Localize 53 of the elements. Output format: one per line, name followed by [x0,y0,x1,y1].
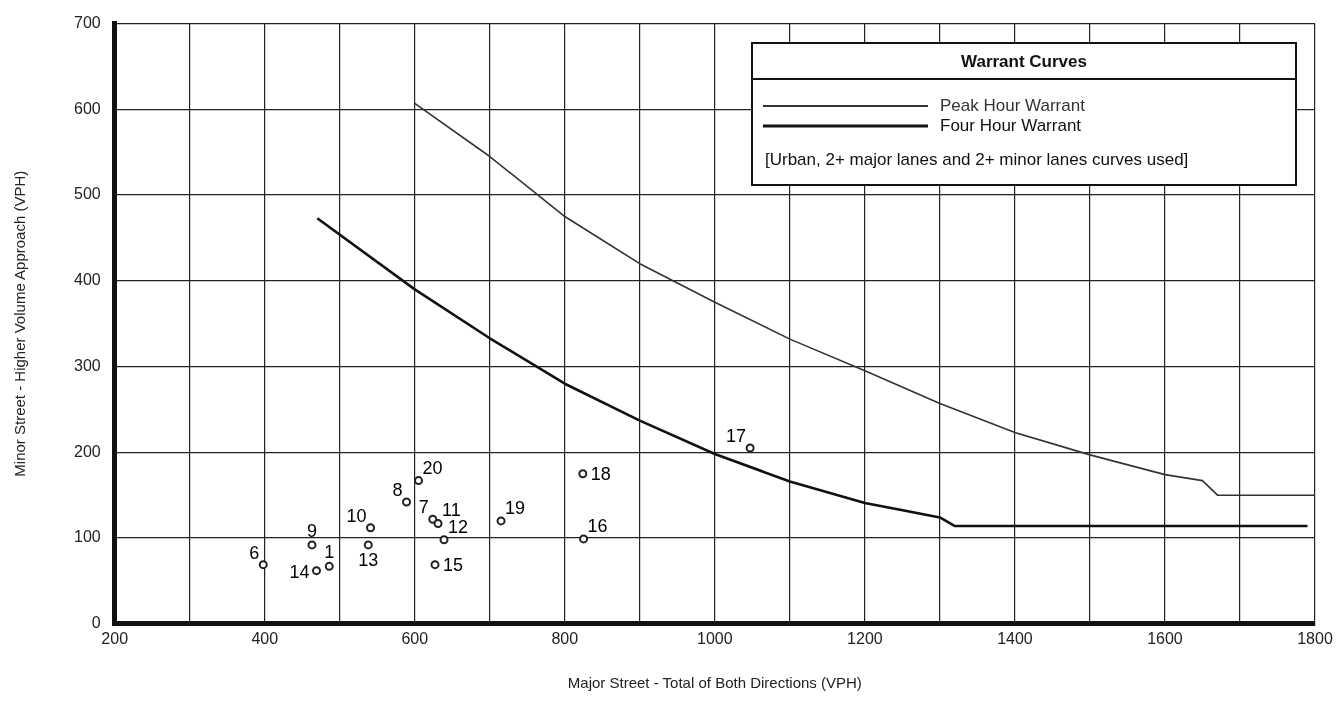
point [745,443,755,453]
annotation: 13 [357,549,380,570]
annotation: 14 [288,561,311,582]
x-tick-label: 1600 [1147,629,1183,647]
y-tick-label: 500 [73,185,101,203]
annotation: 6 [248,542,261,563]
point [578,469,588,479]
text: Four Hour Warrant [940,116,1082,135]
y-tick-label: 0 [91,614,101,632]
x-tick-label: 800 [551,629,579,647]
annotation: 16 [586,515,609,536]
y-tick-label: 300 [73,356,101,374]
point [439,535,449,545]
point [433,518,443,528]
annotation: 7 [417,497,430,518]
y-axis-title: Minor Street - Higher Volume Approach (VPH) [11,170,29,477]
y-tick-label: 400 [73,271,101,289]
point [414,476,424,486]
x-tick-label: 1000 [697,629,733,647]
text: Peak Hour Warrant [940,96,1085,115]
annotation: 1 [323,542,336,563]
y-tick-label: 700 [73,14,101,32]
x-axis-title: Major Street - Total of Both Directions (VPH) [567,674,862,692]
point [402,497,412,507]
annotation: 18 [589,463,612,484]
annotation: 15 [442,554,465,575]
x-tick-label: 600 [401,629,429,647]
x-tick-label: 200 [101,629,129,647]
legend-title: Warrant Curves [960,51,1088,73]
y-tick-label: 100 [73,528,101,546]
point [363,540,373,550]
y-tick-label: 200 [73,442,101,460]
x-tick-label: 1400 [997,629,1033,647]
point [258,560,268,570]
annotation: 20 [421,457,444,478]
annotation: [Urban, 2+ major lanes and 2+ minor lanes curves used] [765,150,1190,170]
x-tick-label: 400 [251,629,279,647]
point [496,516,506,526]
x-tick-label: 1200 [847,629,883,647]
x-tick-label: 1800 [1297,629,1333,647]
point [324,561,334,571]
annotation: 19 [504,497,527,518]
point [579,534,589,544]
annotation: 10 [345,505,368,526]
point [307,540,317,550]
annotation: 8 [391,480,404,501]
point [312,566,321,576]
point [366,523,376,533]
y-tick-label: 600 [73,99,101,117]
annotation: 9 [306,520,318,541]
annotation: 17 [725,426,748,447]
point [428,514,438,524]
point [430,560,440,570]
